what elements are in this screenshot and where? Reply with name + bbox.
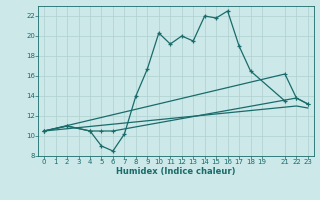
X-axis label: Humidex (Indice chaleur): Humidex (Indice chaleur) xyxy=(116,167,236,176)
